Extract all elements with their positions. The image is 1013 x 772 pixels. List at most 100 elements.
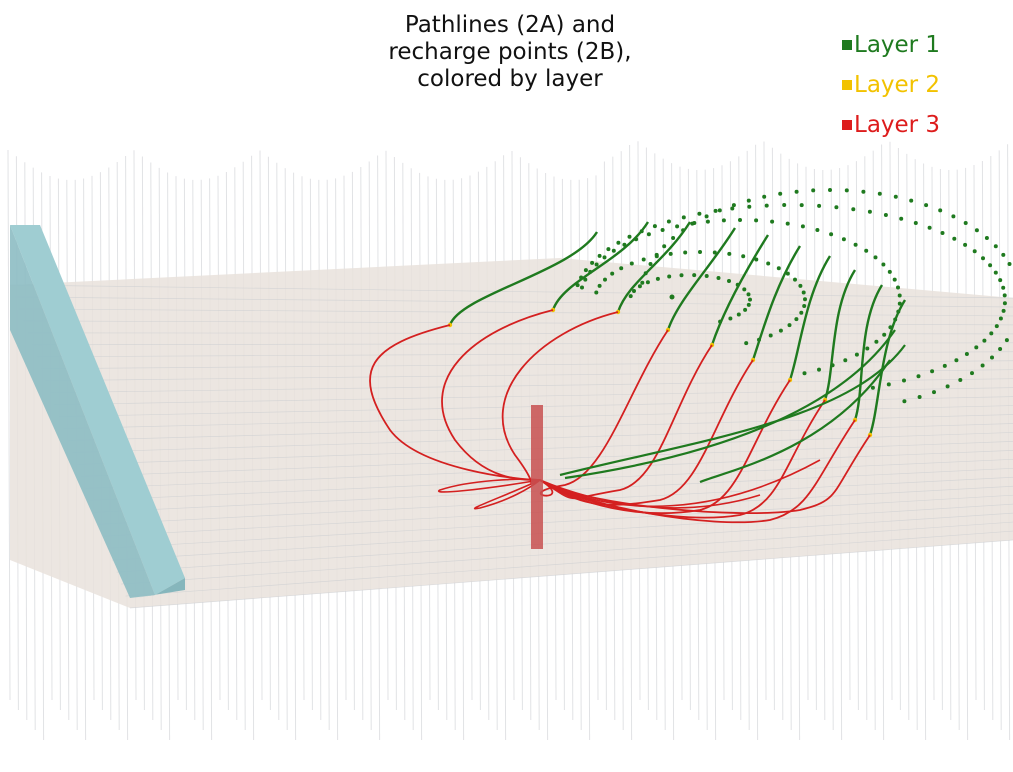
recharge-point	[886, 382, 891, 387]
recharge-point	[692, 221, 697, 225]
recharge-point	[988, 263, 993, 268]
recharge-point	[610, 271, 615, 276]
pumping-well	[531, 405, 543, 549]
recharge-point	[801, 290, 806, 295]
recharge-point	[698, 250, 702, 254]
plane-grid-lines	[9, 284, 1013, 609]
pathline-layer-3-segment	[369, 324, 541, 481]
pathline-layer-3-segment	[539, 459, 821, 508]
recharge-point	[603, 277, 607, 282]
recharge-point	[580, 285, 584, 290]
recharge-point	[764, 203, 769, 208]
recharge-point	[667, 274, 672, 279]
legend-swatch-layer-1	[842, 40, 852, 50]
recharge-point	[974, 345, 979, 350]
recharge-point	[766, 261, 771, 266]
recharge-point	[627, 234, 632, 239]
pathline-layer-1-segment	[853, 284, 884, 421]
recharge-point	[881, 262, 886, 267]
recharge-point	[932, 390, 936, 395]
legend-item-layer-2: Layer 2	[842, 72, 940, 98]
recharge-point	[671, 236, 676, 240]
recharge-point	[748, 297, 752, 302]
recharge-point	[794, 189, 799, 194]
recharge-point	[668, 251, 673, 256]
recharge-point	[606, 247, 611, 252]
recharge-point	[679, 273, 684, 278]
plane-row-line	[9, 284, 1013, 299]
recharge-point	[851, 207, 856, 212]
plane-row-line	[41, 360, 1013, 370]
plane-row-line	[45, 369, 1013, 382]
recharge-point	[747, 204, 752, 209]
recharge-point	[637, 284, 642, 289]
legend-label-layer-3: Layer 3	[854, 112, 941, 138]
recharge-point	[899, 216, 904, 221]
recharge-point	[742, 287, 747, 292]
recharge-point	[782, 203, 787, 207]
title-line-1: Pathlines (2A) and	[404, 12, 616, 38]
pathline-layer-1-segment	[666, 227, 737, 331]
plane-row-line	[103, 485, 1013, 537]
pathline-layer-1-segment	[559, 344, 906, 477]
plane-row-line	[98, 476, 1013, 525]
recharge-point	[817, 367, 821, 372]
recharge-point	[998, 347, 1003, 351]
recharge-point	[799, 310, 804, 315]
recharge-point	[984, 236, 989, 240]
pathline-layer-3-segment	[539, 379, 791, 515]
recharge-point	[993, 244, 998, 249]
grid-column-line	[7, 149, 11, 701]
pathline-layer-1-segment	[616, 221, 692, 313]
river-wall-front	[135, 578, 185, 598]
recharge-point	[746, 302, 751, 307]
recharge-point	[776, 266, 781, 271]
plane-row-line	[116, 512, 1013, 573]
river-wall-top	[10, 225, 185, 595]
recharge-point	[990, 355, 994, 360]
recharge-point	[940, 231, 945, 235]
plane-row-line	[107, 494, 1013, 549]
recharge-point	[1007, 262, 1012, 266]
recharge-point	[669, 294, 675, 300]
recharge-point	[655, 276, 660, 281]
recharge-point	[864, 248, 869, 253]
pathline-layer-1-segment	[788, 255, 832, 381]
recharge-point	[896, 285, 900, 290]
recharge-point	[841, 237, 846, 242]
recharge-point	[927, 225, 932, 230]
recharge-point	[913, 221, 918, 225]
recharge-point	[970, 371, 974, 376]
recharge-point	[874, 339, 879, 344]
recharge-point	[882, 332, 887, 337]
recharge-point	[887, 269, 892, 274]
recharge-point	[958, 378, 963, 382]
plane-row-line	[129, 539, 1013, 609]
recharge-point	[730, 206, 735, 211]
recharge-point	[974, 228, 979, 233]
recharge-point	[799, 203, 804, 208]
recharge-point	[681, 215, 686, 220]
plane-row-line	[36, 351, 1013, 358]
recharge-point	[829, 232, 834, 237]
recharge-point	[916, 374, 921, 379]
pathline-layer-3-segment	[539, 329, 669, 497]
recharge-point	[602, 255, 607, 260]
recharge-point	[768, 333, 773, 338]
recharge-point	[583, 277, 588, 282]
recharge-point	[741, 254, 746, 259]
plane-row-line	[14, 296, 1013, 308]
recharge-point	[640, 280, 645, 285]
plane-row-line	[23, 320, 1013, 326]
recharge-point	[754, 257, 759, 262]
recharge-point	[815, 228, 820, 232]
recharge-point	[861, 189, 866, 194]
pathline-layer-3-segment	[473, 479, 541, 510]
recharge-point	[594, 290, 599, 295]
recharge-point	[717, 208, 722, 213]
recharge-point	[704, 274, 709, 278]
recharge-point	[619, 266, 624, 271]
recharge-points	[575, 188, 1012, 404]
recharge-point	[902, 399, 907, 404]
recharge-point	[583, 268, 588, 273]
